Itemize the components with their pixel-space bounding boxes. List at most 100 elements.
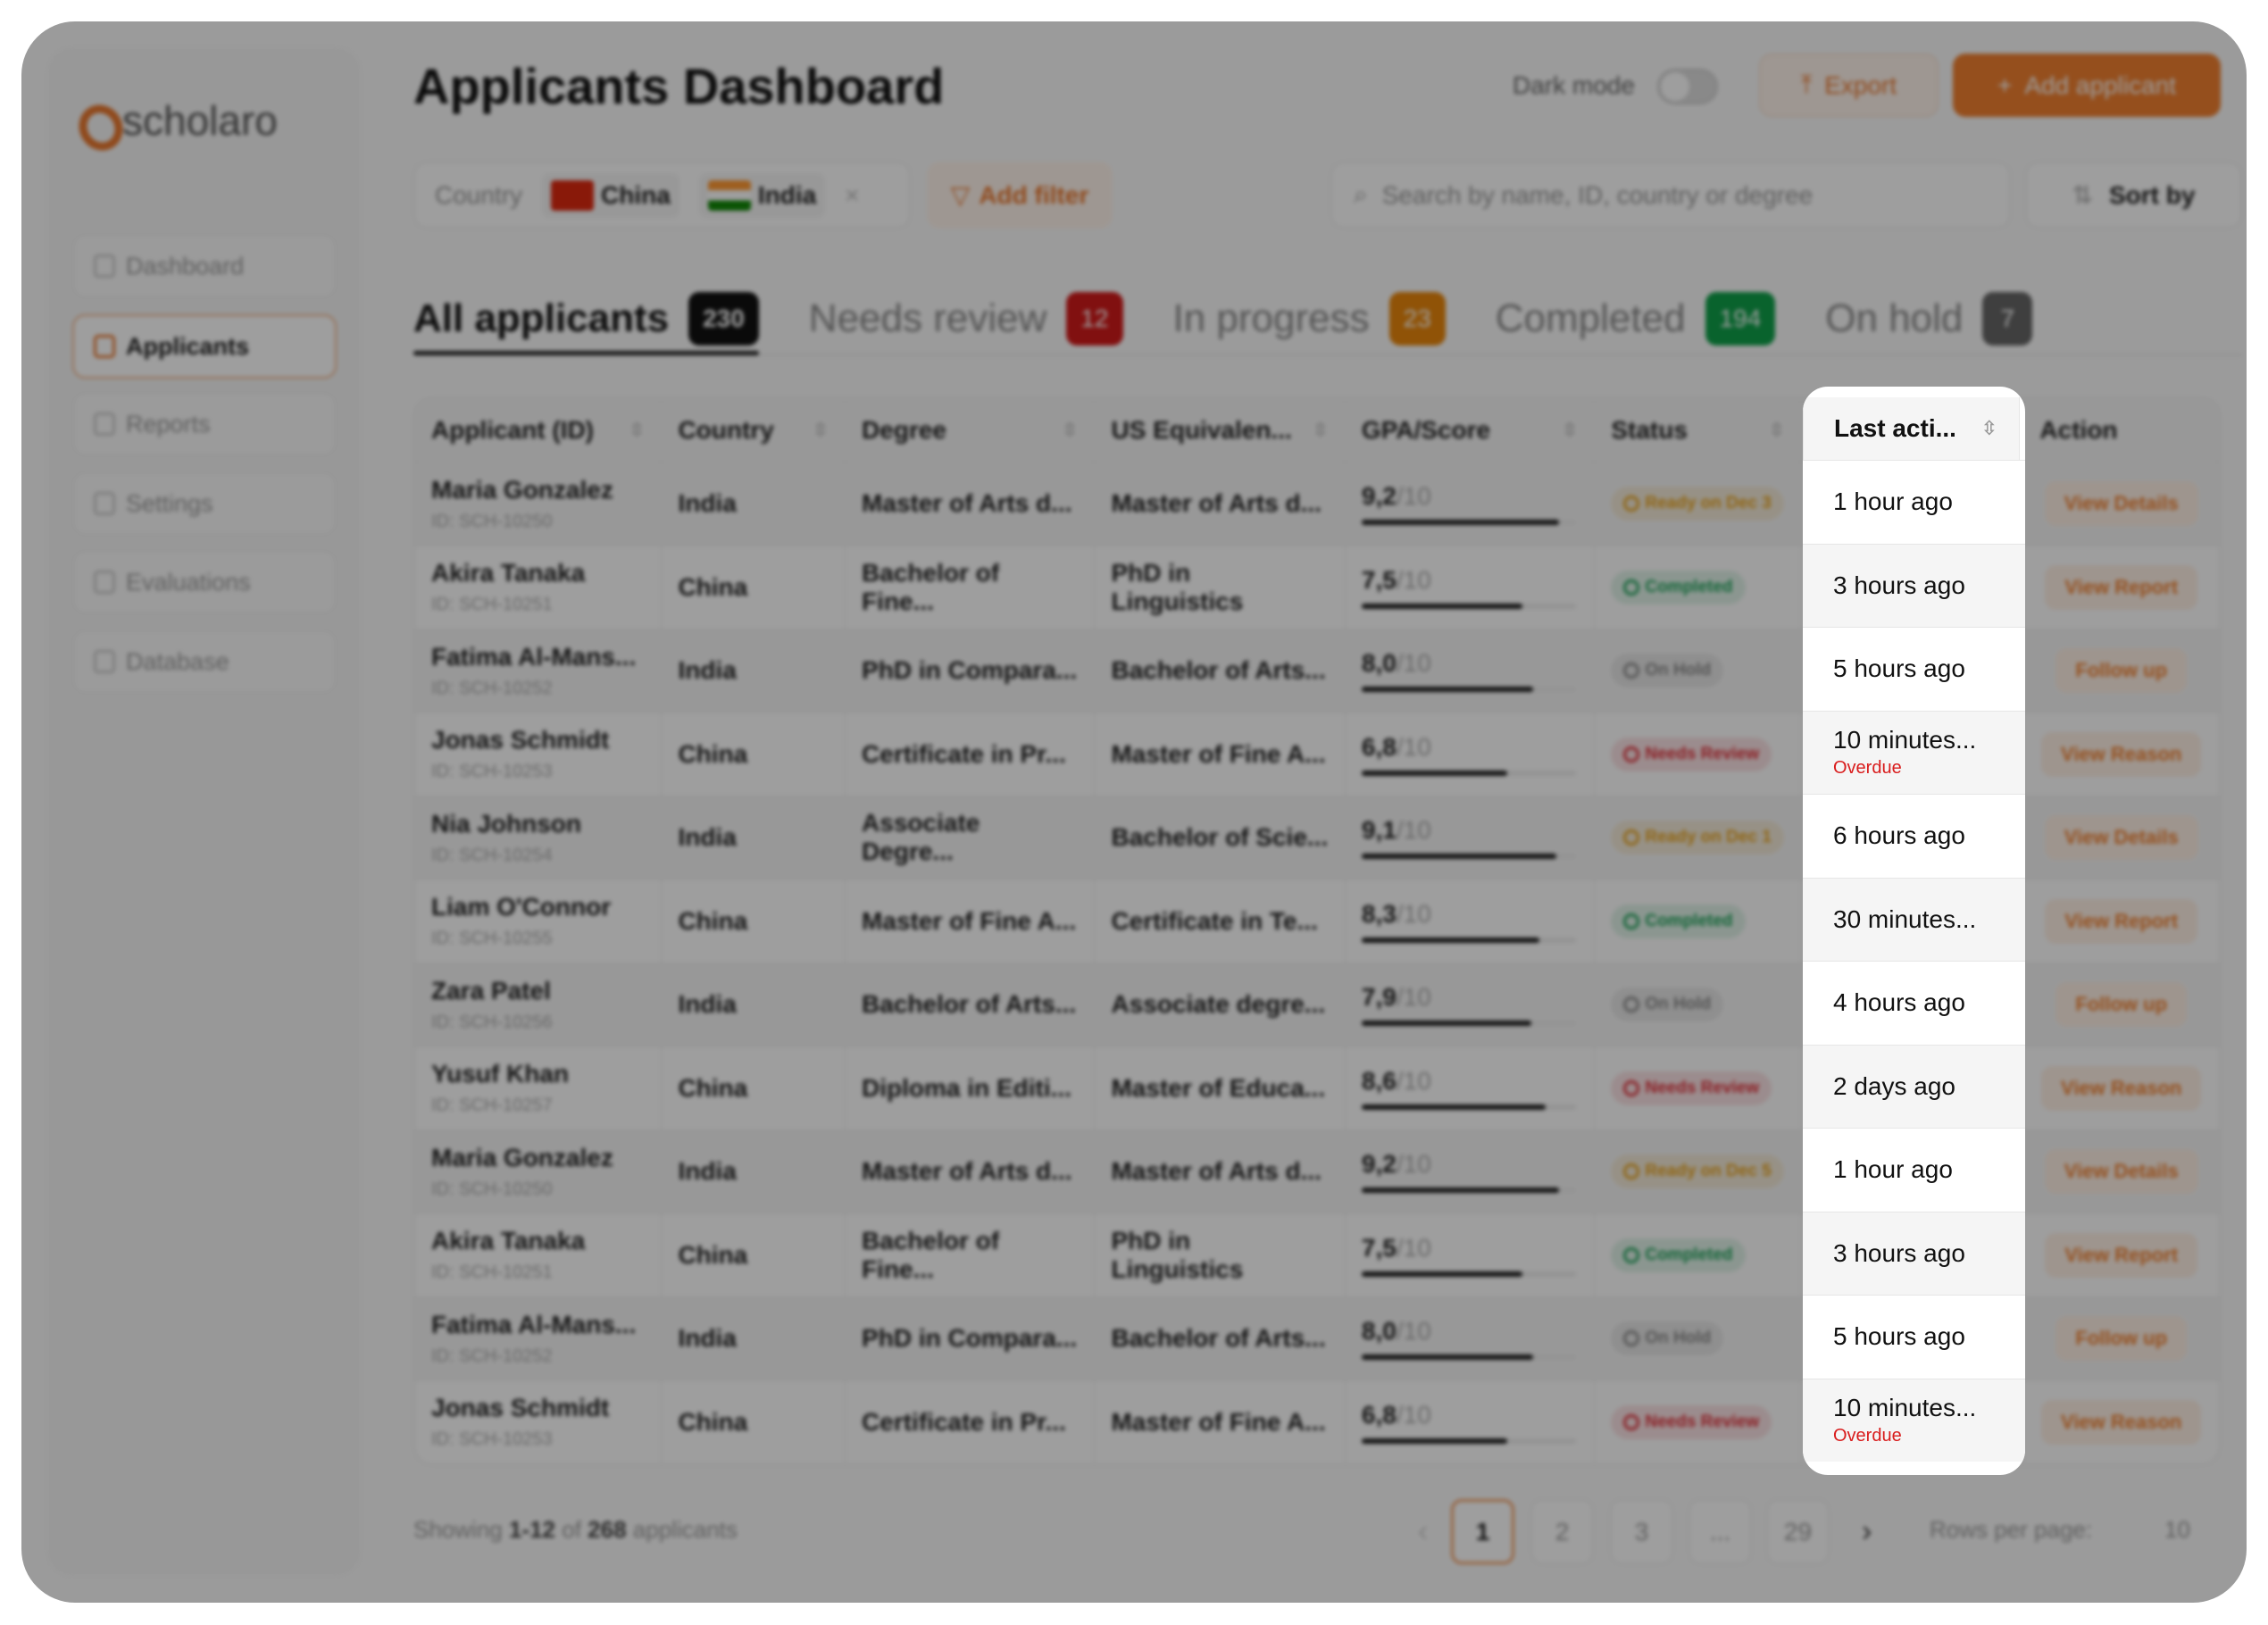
next-page-icon[interactable]: › <box>1862 1514 1872 1548</box>
row-action-button[interactable]: View Details <box>2044 815 2198 861</box>
table-row[interactable]: Liam O'Connor ID: SCH-10255 China Master … <box>415 879 2219 962</box>
applicant-name[interactable]: Fatima Al-Mans... <box>431 1310 637 1338</box>
export-button[interactable]: ⤒ Export <box>1759 54 1939 117</box>
add-applicant-button[interactable]: + Add applicant <box>1953 54 2221 117</box>
row-action-button[interactable]: View Reason <box>2041 1399 2202 1445</box>
tab-completed[interactable]: Completed 194 <box>1496 285 1776 353</box>
applicant-name[interactable]: Maria Gonzalez <box>431 1143 613 1171</box>
row-action-button[interactable]: View Report <box>2045 1232 2198 1278</box>
row-action-button[interactable]: Follow up <box>2055 982 2188 1028</box>
column-header-label: Applicant (ID) <box>431 416 594 444</box>
status-cell: On Hold <box>1595 629 1802 712</box>
sort-icon[interactable]: ⇳ <box>1062 419 1079 441</box>
tab-in-progress[interactable]: In progress 23 <box>1173 285 1446 353</box>
applicant-name[interactable]: Fatima Al-Mans... <box>431 642 637 671</box>
row-action-button[interactable]: Follow up <box>2055 648 2188 694</box>
table-row[interactable]: Jonas Schmidt ID: SCH-10253 China Certifi… <box>415 712 2219 796</box>
filter-chip-china[interactable]: China <box>542 172 680 218</box>
applicant-name[interactable]: Zara Patel <box>431 976 551 1004</box>
applicant-name[interactable]: Akira Tanaka <box>431 1227 586 1255</box>
sort-icon[interactable]: ⇳ <box>1768 419 1785 441</box>
page-button[interactable]: 3 <box>1610 1499 1673 1564</box>
table-row[interactable]: Zara Patel ID: SCH-10256 India Bachelor o… <box>415 962 2219 1046</box>
table-row[interactable]: Yusuf Khan ID: SCH-10257 China Diploma in… <box>415 1046 2219 1129</box>
applicant-name[interactable]: Liam O'Connor <box>431 893 612 921</box>
table-row[interactable]: Akira Tanaka ID: SCH-10251 China Bachelor… <box>415 545 2219 629</box>
gpa-cell: 7,5/10 <box>1346 1213 1596 1296</box>
tab-needs-review[interactable]: Needs review 12 <box>809 285 1123 353</box>
column-header[interactable]: Degree ⇳ <box>846 399 1096 462</box>
column-header[interactable]: Status ⇳ <box>1595 399 1802 462</box>
row-action-button[interactable]: View Report <box>2045 898 2198 944</box>
filter-chip-india[interactable]: India <box>698 172 826 218</box>
row-action-button[interactable]: View Report <box>2045 564 2198 610</box>
country-cell: India <box>662 629 846 712</box>
applicant-name[interactable]: Jonas Schmidt <box>431 726 610 754</box>
gpa-bar-fill <box>1361 1104 1547 1110</box>
applicant-name[interactable]: Yusuf Khan <box>431 1060 570 1088</box>
table-row[interactable]: Jonas Schmidt ID: SCH-10253 China Certifi… <box>415 1379 2219 1463</box>
column-header[interactable]: GPA/Score ⇳ <box>1346 399 1596 462</box>
column-header-label: US Equivalen... <box>1111 416 1292 444</box>
country-cell: India <box>662 963 846 1046</box>
sort-icon[interactable]: ⇳ <box>1980 417 1997 439</box>
tab-on-hold[interactable]: On hold 7 <box>1825 285 2033 353</box>
row-action-button[interactable]: View Reason <box>2041 731 2202 777</box>
china-flag-icon <box>551 179 595 211</box>
status-cell: Ready on Dec 1 <box>1595 796 1802 879</box>
row-action-button[interactable]: View Details <box>2044 1149 2198 1195</box>
sort-icon[interactable]: ⇳ <box>1561 419 1579 441</box>
gpa-max: /10 <box>1396 565 1431 594</box>
degree-cell: Master of Fine A... <box>846 879 1096 962</box>
column-header[interactable]: Country ⇳ <box>662 399 846 462</box>
prev-page-icon[interactable]: ‹ <box>1418 1514 1429 1548</box>
status-label: Ready on Dec 3 <box>1645 494 1772 513</box>
column-header[interactable]: US Equivalen... ⇳ <box>1095 399 1346 462</box>
status-label: Ready on Dec 5 <box>1645 1162 1772 1181</box>
status-badge: Needs Review <box>1611 1071 1772 1105</box>
page-button[interactable]: 1 <box>1451 1499 1514 1564</box>
gpa-value: 8,6 <box>1361 1066 1397 1095</box>
page-button[interactable]: 2 <box>1530 1499 1594 1564</box>
sort-icon[interactable]: ⇳ <box>1312 419 1329 441</box>
sidebar-item-evaluations[interactable]: Evaluations <box>72 550 337 614</box>
sidebar-item-settings[interactable]: Settings <box>72 471 337 536</box>
sort-icon[interactable]: ⇳ <box>629 419 646 441</box>
tab-all-applicants[interactable]: All applicants 230 <box>413 285 759 355</box>
sidebar-item-dashboard[interactable]: Dashboard <box>72 234 337 298</box>
column-header[interactable]: Applicant (ID) ⇳ <box>415 399 663 462</box>
page-button[interactable]: ... <box>1688 1499 1752 1564</box>
row-action-button[interactable]: Follow up <box>2055 1316 2188 1362</box>
applicant-name[interactable]: Jonas Schmidt <box>431 1394 610 1422</box>
applicant-name[interactable]: Nia Johnson <box>431 809 582 838</box>
applicant-id: ID: SCH-10253 <box>431 762 553 782</box>
gpa-max: /10 <box>1396 1400 1431 1429</box>
last-action-value: 4 hours ago <box>1833 988 1965 1017</box>
sidebar-item-reports[interactable]: Reports <box>72 392 337 456</box>
sidebar-item-database[interactable]: Database <box>72 629 337 694</box>
applicant-name[interactable]: Akira Tanaka <box>431 559 586 588</box>
last-action-header[interactable]: Last acti... ⇳ <box>1803 397 2020 460</box>
status-icon <box>1623 746 1640 762</box>
table-row[interactable]: Akira Tanaka ID: SCH-10251 China Bachelor… <box>415 1212 2219 1296</box>
dark-mode-toggle[interactable] <box>1657 69 1718 104</box>
rows-per-page-select[interactable]: 10 <box>2164 1516 2190 1543</box>
column-header[interactable]: Action <box>2023 399 2219 462</box>
sidebar-item-applicants[interactable]: Applicants <box>72 314 337 379</box>
sort-icon[interactable]: ⇳ <box>812 419 830 441</box>
sort-by-button[interactable]: ⇅ Sort by <box>2025 162 2242 229</box>
applicant-name[interactable]: Maria Gonzalez <box>431 475 613 504</box>
last-action-value: 1 hour ago <box>1833 488 1953 516</box>
add-filter-button[interactable]: ▽ Add filter <box>927 162 1113 229</box>
row-action-button[interactable]: View Reason <box>2041 1065 2202 1111</box>
page-button[interactable]: 29 <box>1766 1499 1830 1564</box>
country-filter[interactable]: Country China India × <box>413 162 911 229</box>
sort-label: Sort by <box>2109 180 2196 209</box>
row-action-button[interactable]: View Details <box>2044 481 2198 527</box>
clear-filter-icon[interactable]: × <box>845 180 860 209</box>
table-row[interactable]: Fatima Al-Mans... ID: SCH-10252 India PhD… <box>415 629 2219 712</box>
search-input[interactable]: ⌕ Search by name, ID, country or degree <box>1330 162 2011 229</box>
last-action-value: 5 hours ago <box>1833 654 1965 683</box>
country-cell: India <box>662 1297 846 1380</box>
last-action-value: 1 hour ago <box>1833 1155 1953 1184</box>
